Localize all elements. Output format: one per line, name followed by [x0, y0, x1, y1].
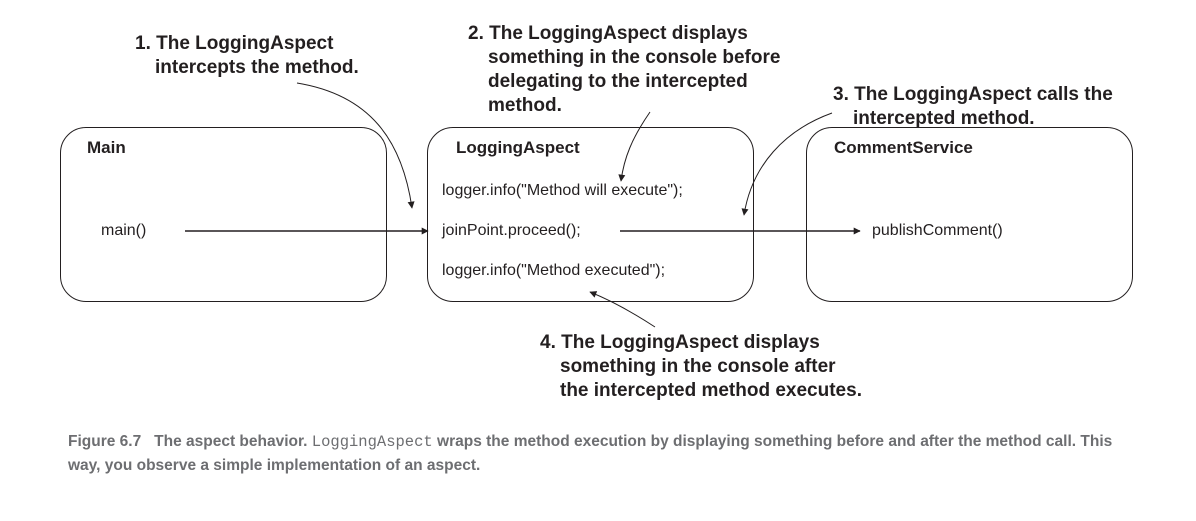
logger-info-before: logger.info("Method will execute");	[442, 182, 683, 199]
logger-info-after: logger.info("Method executed");	[442, 262, 666, 279]
annotation-4-line-1: 4. The LoggingAspect displays	[540, 332, 820, 353]
annotation-3: 3. The LoggingAspect calls the intercept…	[833, 83, 1113, 131]
annotation-2-line-3: delegating to the intercepted	[488, 71, 748, 92]
annotation-4-line-3: the intercepted method executes.	[560, 380, 862, 401]
comment-service-box	[806, 127, 1133, 302]
annotation-2: 2. The LoggingAspect displays something …	[468, 22, 780, 118]
annotation-4-line-2: something in the console after	[560, 356, 836, 377]
annotation-2-line-2: something in the console before	[488, 47, 781, 68]
logging-aspect-box-title: LoggingAspect	[456, 138, 580, 157]
annotation-3-line-1: 3. The LoggingAspect calls the	[833, 84, 1113, 105]
pointer-annotation-2	[618, 111, 651, 182]
comment-service-box-title: CommentService	[834, 138, 973, 157]
main-call: main()	[101, 222, 147, 239]
logging-aspect-box	[427, 127, 754, 302]
pointer-annotation-3	[741, 112, 833, 216]
caption-code: LoggingAspect	[311, 433, 433, 451]
pointer-annotation-1	[296, 82, 415, 209]
caption-text-after: wraps the method execution by displaying…	[68, 433, 1113, 474]
figure-caption: Figure 6.7 The aspect behavior. LoggingA…	[68, 430, 1128, 478]
main-box-title: Main	[87, 138, 126, 157]
annotation-3-line-2: intercepted method.	[853, 108, 1035, 129]
join-point-proceed: joinPoint.proceed();	[442, 222, 581, 239]
annotation-2-line-1: 2. The LoggingAspect displays	[468, 23, 748, 44]
annotation-4: 4. The LoggingAspect displays something …	[540, 331, 862, 403]
annotation-1-line-2: intercepts the method.	[155, 57, 359, 78]
main-box	[60, 127, 387, 302]
pointer-annotation-4	[589, 291, 656, 328]
annotation-1-line-1: 1. The LoggingAspect	[135, 33, 334, 54]
annotation-2-line-4: method.	[488, 95, 562, 116]
annotation-1: 1. The LoggingAspect intercepts the meth…	[135, 32, 359, 80]
caption-text-before: The aspect behavior.	[154, 433, 308, 450]
caption-label: Figure 6.7	[68, 433, 142, 450]
publish-comment-call: publishComment()	[872, 222, 1003, 239]
